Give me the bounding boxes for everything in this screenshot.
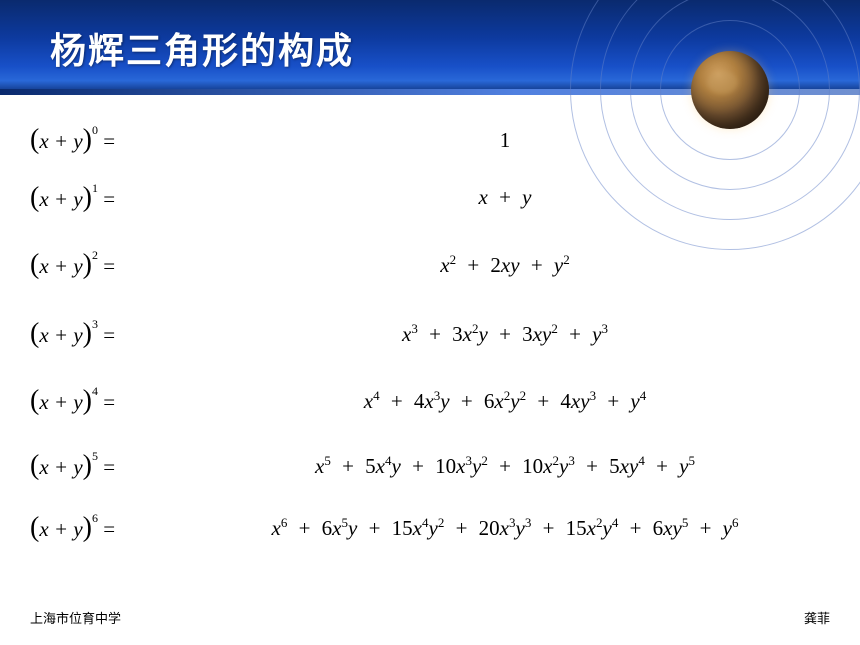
binomial-rhs: x + y	[180, 185, 830, 210]
slide-footer: 上海市位育中学 龚菲	[30, 608, 830, 627]
binomial-lhs: (x + y)2 =	[30, 249, 180, 281]
binomial-rhs: x4 + 4x3y + 6x2y2 + 4xy3 + y4	[180, 388, 830, 414]
binomial-lhs: (x + y)1 =	[30, 182, 180, 214]
footer-right: 龚菲	[804, 608, 830, 627]
binomial-lhs: (x + y)5 =	[30, 450, 180, 482]
binomial-lhs: (x + y)0 =	[30, 124, 180, 156]
expansion-list: (x + y)0 =1(x + y)1 =x + y(x + y)2 =x2 +…	[0, 105, 860, 558]
binomial-rhs: x2 + 2xy + y2	[180, 252, 830, 278]
expansion-row-6: (x + y)6 =x6 + 6x5y + 15x4y2 + 20x3y3 + …	[30, 498, 830, 558]
expansion-row-3: (x + y)3 =x3 + 3x2y + 3xy2 + y3	[30, 300, 830, 368]
slide-header: 杨辉三角形的构成	[0, 0, 860, 95]
binomial-rhs: x3 + 3x2y + 3xy2 + y3	[180, 321, 830, 347]
expansion-row-1: (x + y)1 =x + y	[30, 165, 830, 230]
expansion-row-0: (x + y)0 =1	[30, 115, 830, 165]
binomial-rhs: x5 + 5x4y + 10x3y2 + 10x2y3 + 5xy4 + y5	[180, 453, 830, 479]
binomial-rhs: 1	[180, 128, 830, 153]
binomial-lhs: (x + y)4 =	[30, 385, 180, 417]
binomial-lhs: (x + y)3 =	[30, 318, 180, 350]
expansion-row-2: (x + y)2 =x2 + 2xy + y2	[30, 230, 830, 300]
expansion-row-4: (x + y)4 =x4 + 4x3y + 6x2y2 + 4xy3 + y4	[30, 368, 830, 434]
binomial-rhs: x6 + 6x5y + 15x4y2 + 20x3y3 + 15x2y4 + 6…	[180, 515, 830, 541]
expansion-row-5: (x + y)5 =x5 + 5x4y + 10x3y2 + 10x2y3 + …	[30, 434, 830, 498]
header-underline	[0, 89, 860, 95]
binomial-lhs: (x + y)6 =	[30, 512, 180, 544]
slide-title: 杨辉三角形的构成	[50, 22, 354, 74]
footer-left: 上海市位育中学	[30, 608, 121, 627]
